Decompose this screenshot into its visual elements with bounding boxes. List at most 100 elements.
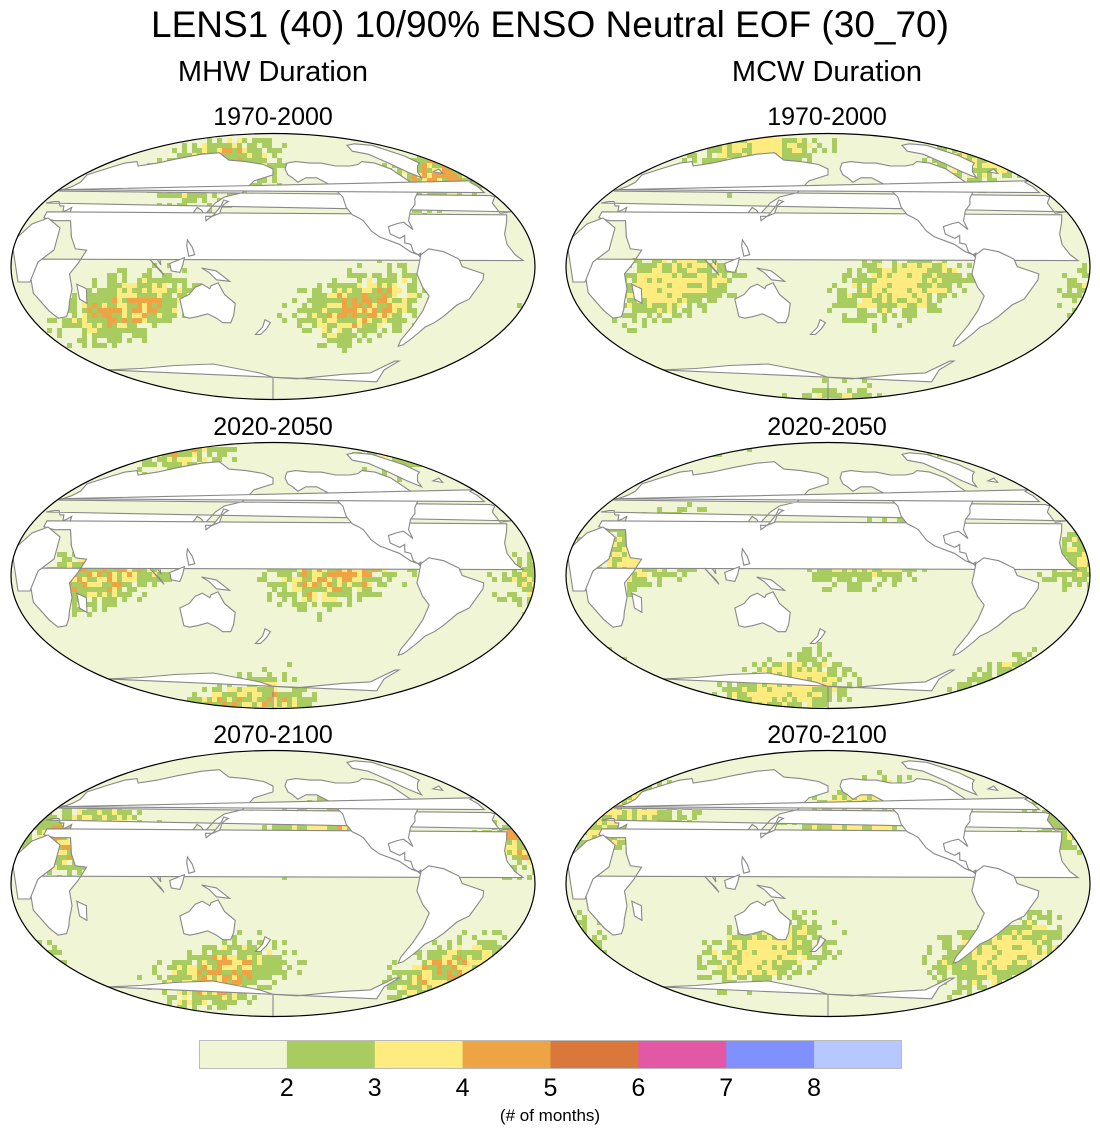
anomaly-cell [362,572,367,577]
anomaly-cell [22,930,27,935]
anomaly-cell [1077,288,1082,293]
anomaly-cell [312,572,317,577]
anomaly-cell [447,702,452,707]
anomaly-cell [857,582,862,587]
anomaly-cell [387,283,392,288]
land-mass [345,143,424,180]
anomaly-cell [977,667,982,672]
anomaly-cell [892,278,897,283]
anomaly-cell [532,702,535,707]
anomaly-cell [797,652,802,657]
anomaly-cell [152,582,157,587]
anomaly-cell [72,562,77,567]
anomaly-cell [1007,702,1012,707]
anomaly-cell [37,687,42,692]
anomaly-cell [312,303,317,308]
anomaly-cell [142,273,147,278]
anomaly-cell [622,562,627,567]
anomaly-cell [512,672,517,677]
anomaly-cell [517,577,522,582]
anomaly-cell [977,163,982,168]
anomaly-cell [1037,138,1042,143]
anomaly-cell [787,702,792,707]
anomaly-cell [497,158,502,163]
anomaly-cell [522,687,527,692]
anomaly-cell [427,462,432,467]
anomaly-cell [587,652,592,657]
anomaly-cell [302,572,307,577]
anomaly-cell [992,687,997,692]
anomaly-cell [287,697,292,702]
anomaly-cell [107,318,112,323]
anomaly-cell [667,273,672,278]
anomaly-cell [1072,388,1077,393]
anomaly-cell [1077,577,1082,582]
anomaly-cell [607,687,612,692]
anomaly-cell [887,278,892,283]
anomaly-cell [1012,702,1017,707]
anomaly-cell [497,682,502,687]
anomaly-cell [747,687,752,692]
anomaly-cell [1057,687,1062,692]
anomaly-cell [277,313,282,318]
anomaly-cell [682,283,687,288]
anomaly-cell [1027,692,1032,697]
anomaly-cell [692,293,697,298]
land-mass [60,180,486,194]
anomaly-cell [507,577,512,582]
anomaly-cell [257,687,262,692]
anomaly-cell [127,582,132,587]
anomaly-cell [502,682,507,687]
anomaly-cell [837,288,842,293]
anomaly-cell [1037,662,1042,667]
anomaly-cell [1052,687,1057,692]
anomaly-cell [397,288,402,293]
anomaly-cell [437,447,442,452]
anomaly-cell [117,323,122,328]
anomaly-cell [677,278,682,283]
anomaly-cell [167,577,172,582]
anomaly-cell [367,313,372,318]
land-mass [186,238,196,257]
anomaly-cell [177,153,182,158]
anomaly-cell [432,702,437,707]
anomaly-cell [132,313,137,318]
anomaly-cell [1062,293,1067,298]
anomaly-cell [617,562,622,567]
anomaly-cell [487,682,492,687]
anomaly-cell [997,153,1002,158]
anomaly-cell [992,138,997,143]
anomaly-cell [1052,383,1057,388]
anomaly-cell [862,263,867,268]
anomaly-cell [757,692,762,697]
anomaly-cell [572,657,577,662]
anomaly-cell [622,532,627,537]
anomaly-cell [812,677,817,682]
anomaly-cell [137,288,142,293]
anomaly-cell [377,288,382,293]
anomaly-cell [682,263,687,268]
anomaly-cell [232,687,237,692]
anomaly-cell [62,148,67,153]
anomaly-cell [782,662,787,667]
anomaly-cell [362,298,367,303]
anomaly-cell [907,308,912,313]
anomaly-cell [657,273,662,278]
anomaly-cell [527,318,532,323]
anomaly-cell [517,303,522,308]
anomaly-cell [862,273,867,278]
anomaly-cell [142,283,147,288]
anomaly-cell [742,697,747,702]
anomaly-cell [1057,378,1062,383]
anomaly-cell [842,393,847,398]
anomaly-cell [127,567,132,572]
anomaly-cell [1057,697,1062,702]
anomaly-cell [1007,667,1012,672]
anomaly-cell [342,293,347,298]
anomaly-cell [952,293,957,298]
anomaly-cell [617,682,622,687]
anomaly-cell [272,692,277,697]
anomaly-cell [437,452,442,457]
anomaly-cell [602,388,607,393]
anomaly-cell [122,293,127,298]
